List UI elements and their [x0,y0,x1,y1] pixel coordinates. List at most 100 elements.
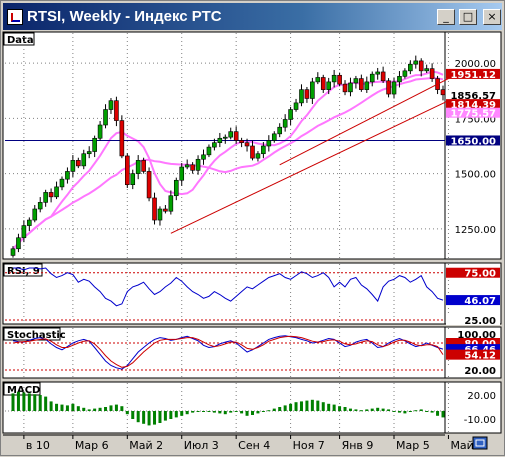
candle-body [168,195,174,212]
candle-body [135,160,141,174]
macd-bar [196,411,200,412]
candle-body [173,179,179,197]
scroll-right-button[interactable] [472,436,488,450]
pane-label: RSI, 9 [7,266,40,277]
macd-bar [430,411,434,413]
plot-background [2,381,446,434]
macd-bar [240,411,244,414]
macd-bar [11,393,15,411]
x-tick-label: Мар 6 [75,439,109,452]
macd-bar [125,411,129,415]
candle-body [397,76,402,83]
macd-bar [283,405,287,411]
candle-body [271,133,277,141]
candle-body [119,120,125,157]
rsi-line [13,267,444,307]
macd-bar [425,411,429,412]
macd-bar [381,408,385,411]
stochastic-value-label: 100.00 [457,330,496,341]
rsi-label-box [446,295,500,306]
macd-bar [153,411,157,425]
candle-body [48,192,54,198]
candle-body [65,171,70,180]
rsi-value-label: 46.07 [464,296,496,307]
tick-label: 1750.00 [455,114,496,125]
trend-line [279,78,449,166]
moving-average-fast [12,70,444,250]
maximize-button[interactable]: □ [459,9,477,25]
candle-body [288,109,293,120]
macd-bar [294,402,298,411]
macd-bar [397,411,401,413]
macd-bar [191,411,195,413]
macd-bar [33,394,37,411]
macd-bar [419,409,423,411]
candle-body [37,202,43,210]
candle-body [233,131,239,141]
chart-area[interactable]: Data 1250.00 1500.00 1750.00 2000.00 1650.00 1… [1,31,505,457]
macd-bar [202,411,206,412]
pane-data: Data 1250.00 1500.00 1750.00 2000.00 1650.00 1… [2,31,502,260]
x-tick-label: Янв 9 [342,439,374,452]
stochastic-k-line [12,335,444,370]
candle-body [152,197,157,221]
rsi-label-box [446,315,500,325]
macd-bar [310,399,314,411]
stochastic-label-box [446,365,500,375]
macd-bar [441,411,445,418]
pane-label-box [3,32,35,46]
macd-bar [109,405,113,411]
title-bar[interactable]: RTSI, Weekly - Индекс РТС _ □ × [3,3,502,30]
macd-bar [158,411,162,423]
close-button[interactable]: × [483,9,501,25]
macd-bar [261,411,265,412]
candle-body [364,81,370,90]
candle-body [125,155,130,185]
pane-label: Data [7,35,34,46]
pane-rsi-9: RSI, 9 75.00 46.07 25.00 [2,262,502,327]
macd-bar [131,411,135,419]
candle-body [108,100,114,110]
price-label-box [446,68,500,79]
candle-body [310,81,315,99]
macd-bar [185,411,189,415]
macd-bar [87,409,91,411]
candle-body [59,178,65,188]
macd-bar [180,411,184,416]
macd-bar [278,407,282,411]
tick-label: 1250.00 [455,225,496,236]
macd-bar [305,400,309,411]
macd-bar [338,406,342,411]
macd-bar [414,410,418,412]
stochastic-label-box [446,338,500,348]
price-label: 1814.39 [450,100,496,111]
minimize-button[interactable]: _ [437,9,455,25]
stochastic-d-line [12,335,444,368]
candle-body [413,60,419,65]
macd-bar [104,407,108,411]
macd-bar [60,404,64,411]
candle-body [402,70,408,77]
macd-bar [65,405,69,411]
candle-body [386,80,391,95]
macd-bar [354,409,358,411]
chart-app-icon[interactable] [7,9,23,25]
pane-label-box [3,382,41,396]
candle-body [239,140,244,143]
pane-macd: MACD 20.00 -10.00 [2,381,502,434]
macd-bar [365,409,369,411]
macd-bar [142,411,146,424]
macd-bar [163,411,167,421]
candle-body [190,164,195,171]
candle-body [54,186,59,198]
candle-body [228,131,234,138]
macd-bar [376,407,380,411]
candle-body [391,81,397,95]
candle-body [359,78,364,90]
stochastic-value-label: 54.12 [464,351,496,362]
macd-bar [136,411,140,423]
macd-bar [114,404,118,411]
macd-bar [147,411,151,426]
